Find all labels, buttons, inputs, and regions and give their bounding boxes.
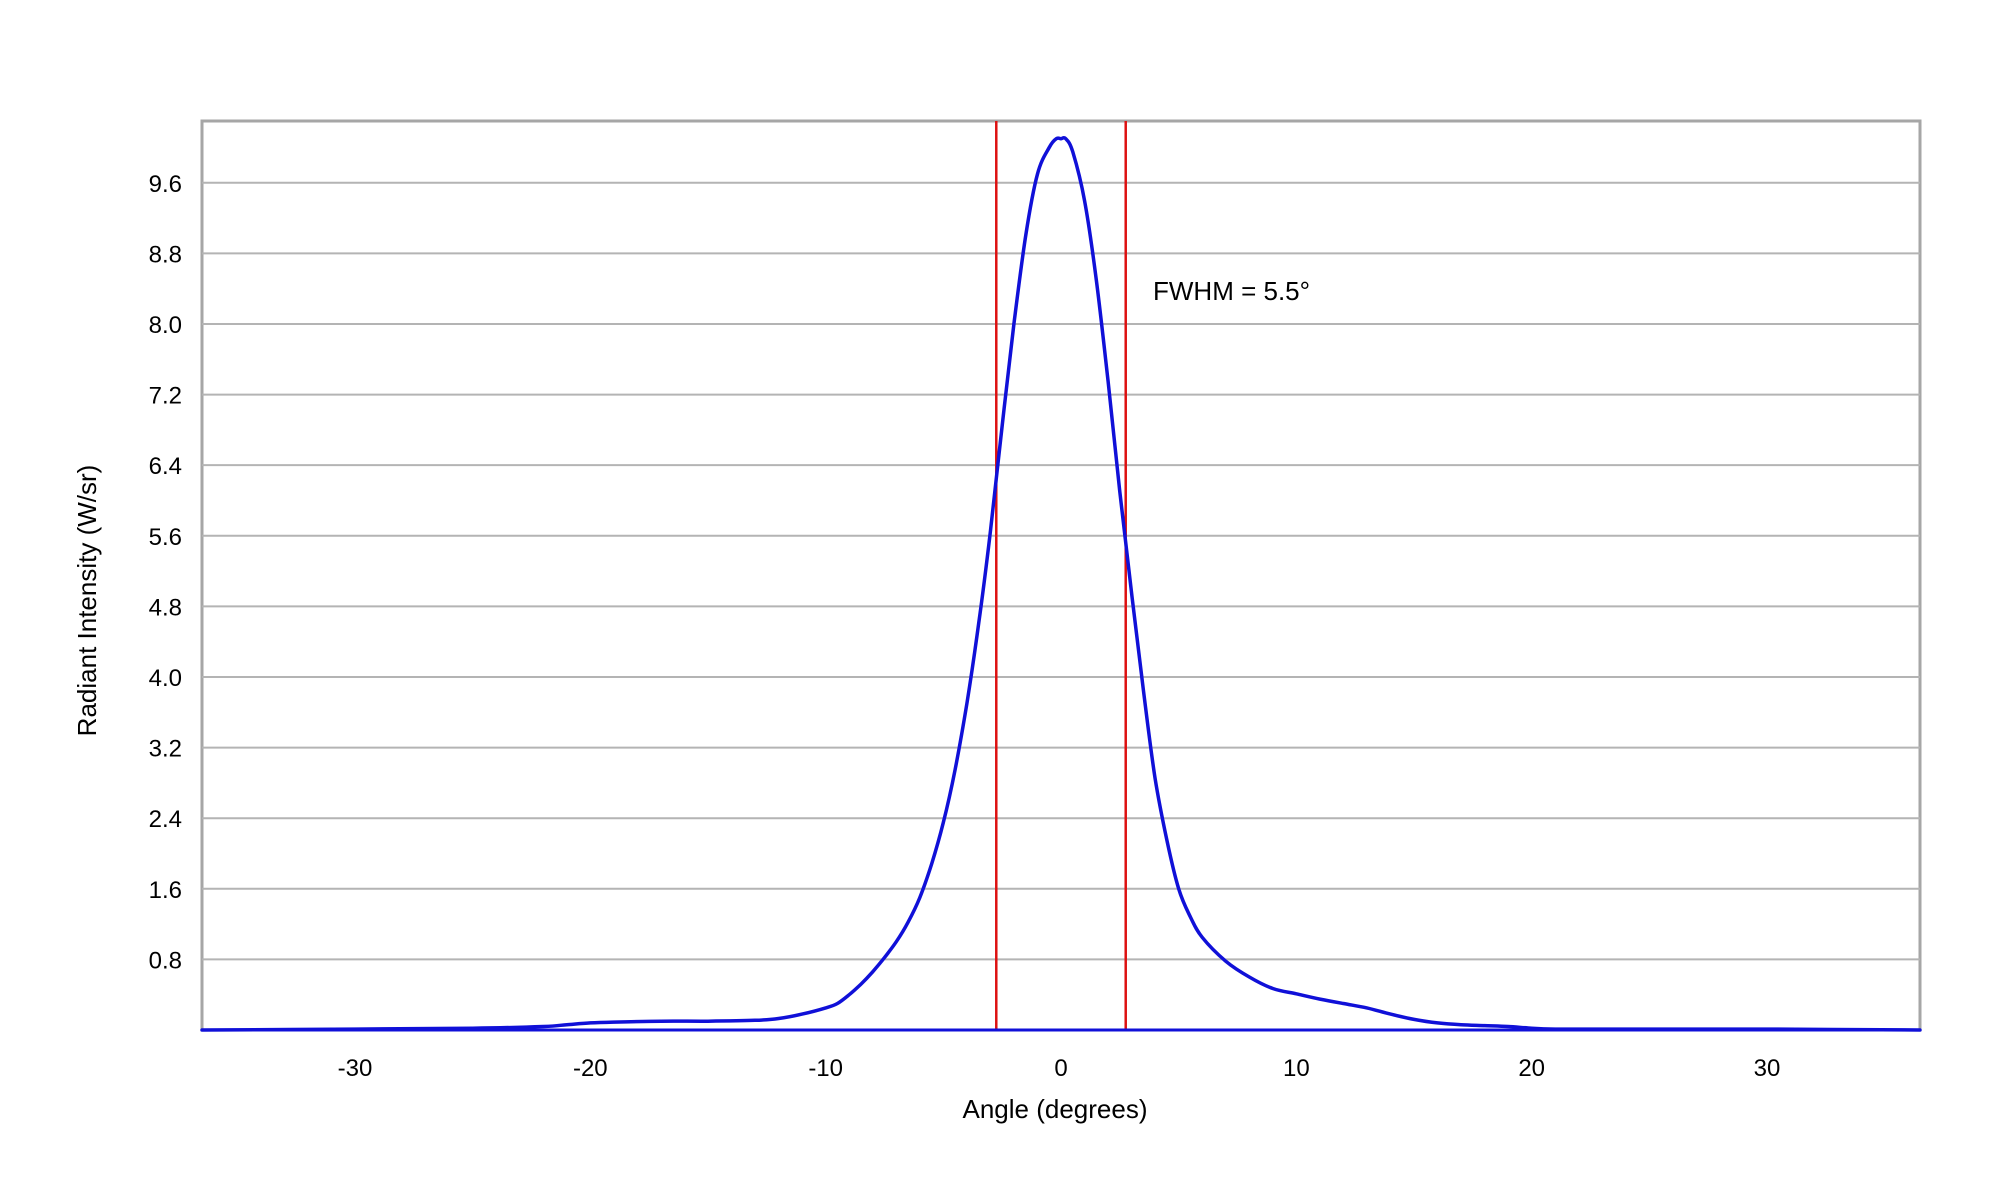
- fwhm-markers: [995, 121, 1127, 1030]
- x-axis-title: Angle (degrees): [963, 1094, 1148, 1124]
- x-tick-label: 20: [1518, 1055, 1545, 1082]
- y-tick-label: 8.0: [149, 312, 182, 339]
- y-tick-label: 5.6: [149, 524, 182, 551]
- y-tick-labels: 0.8 1.6 2.4 3.2 4.0 4.8 5.6 6.4 7.2 8.0 8.8 9.6: [149, 171, 182, 975]
- y-tick-label: 2.4: [149, 806, 182, 833]
- fwhm-annotation: FWHM = 5.5°: [1153, 276, 1310, 306]
- y-tick-label: 1.6: [149, 877, 182, 904]
- series: [200, 135, 1922, 1032]
- x-tick-label: -20: [573, 1055, 608, 1082]
- plot-area: [200, 119, 1922, 1032]
- x-tick-label: -10: [808, 1055, 843, 1082]
- y-tick-label: 8.8: [149, 241, 182, 268]
- y-tick-label: 4.0: [149, 665, 182, 692]
- intensity-curve: [200, 135, 1922, 1032]
- x-tick-label: 10: [1283, 1055, 1310, 1082]
- y-tick-label: 3.2: [149, 736, 182, 763]
- y-tick-label: 7.2: [149, 383, 182, 410]
- gridlines: [202, 181, 1920, 961]
- y-tick-label: 6.4: [149, 453, 182, 480]
- y-tick-label: 0.8: [149, 947, 182, 974]
- y-tick-label: 9.6: [149, 171, 182, 198]
- x-tick-labels: -30 -20 -10 0 10 20 30: [338, 1055, 1781, 1082]
- y-axis-title: Radiant Intensity (W/sr): [72, 465, 102, 737]
- x-tick-label: 0: [1054, 1055, 1067, 1082]
- x-tick-label: -30: [338, 1055, 373, 1082]
- x-tick-label: 30: [1754, 1055, 1781, 1082]
- y-tick-label: 4.8: [149, 594, 182, 621]
